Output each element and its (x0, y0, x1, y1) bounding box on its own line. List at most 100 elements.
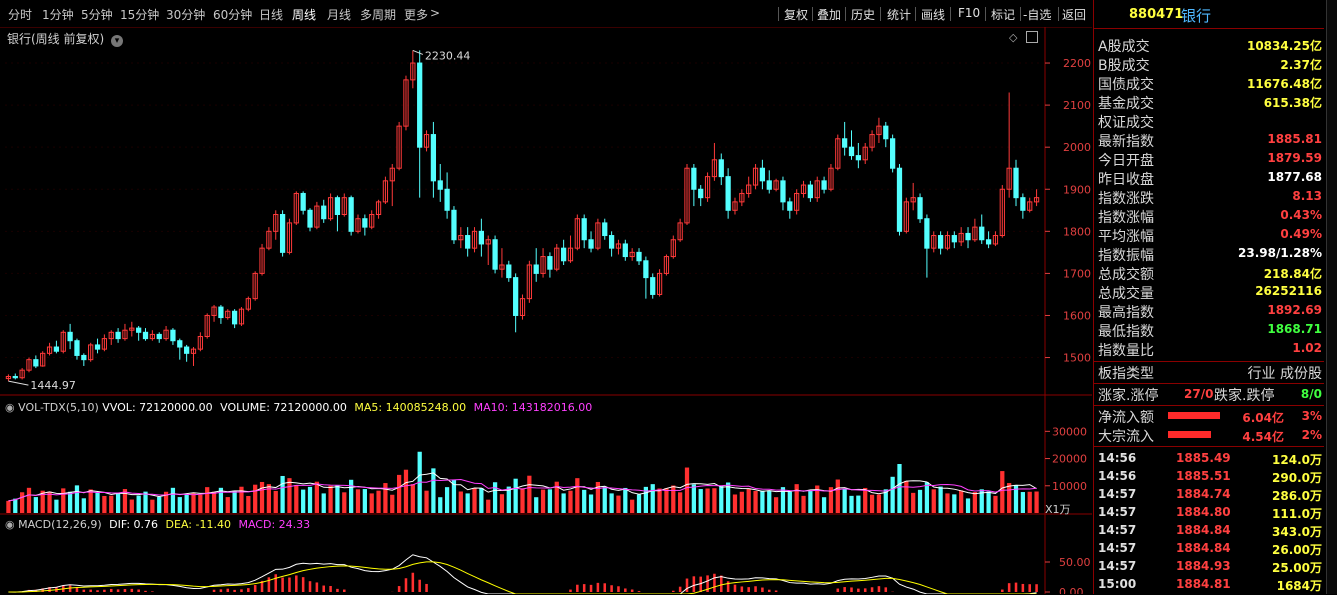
candle-body (787, 201, 793, 211)
vol-indicator-name[interactable]: VOL-TDX(5,10) (18, 401, 99, 414)
candle-body (218, 306, 224, 319)
quote-row-label: 今日开盘 (1098, 153, 1154, 169)
back-button[interactable]: 返回 (1062, 8, 1087, 22)
volume-bar (499, 494, 505, 513)
statistics-button[interactable]: 统计 (887, 8, 912, 22)
period-tab-more[interactable]: 更多 (404, 8, 429, 22)
period-tab-timeshare[interactable]: 分时 (8, 8, 33, 22)
quote-row-value: 23.98/1.28% (1238, 246, 1322, 260)
volume-bar (568, 490, 573, 513)
macd-indicator-header: ◉ MACD(12,26,9) DIF: 0.76 DEA: -11.40 MA… (5, 518, 310, 531)
board-type-value[interactable]: 行业 成份股 (1247, 366, 1322, 382)
candle-body (293, 192, 299, 224)
chart-title[interactable]: 银行(周线 前复权) ▾ (7, 30, 124, 47)
candle-body (869, 134, 875, 148)
period-tab-60min[interactable]: 60分钟 (213, 8, 253, 22)
period-toolbar: 分时 1分钟 5分钟 15分钟 30分钟 60分钟 日线 周线 月线 多周期 更… (0, 0, 1092, 28)
period-tab-15min[interactable]: 15分钟 (120, 8, 160, 22)
candle-body (835, 138, 841, 169)
history-button[interactable]: 历史 (851, 8, 876, 22)
dea-value: DEA: -11.40 (165, 518, 231, 531)
tick-price: 1884.84 (1176, 523, 1231, 537)
volume-indicator-header: ◉ VOL-TDX(5,10) VVOL: 72120000.00 VOLUME… (5, 401, 592, 414)
overlay-button[interactable]: 叠加 (817, 8, 842, 22)
candle-body (602, 222, 608, 237)
price-tick-label: 2000 (1063, 141, 1091, 154)
volume-bar (959, 490, 964, 513)
candle-body (327, 197, 334, 220)
candle-body (999, 188, 1005, 237)
draw-line-button[interactable]: 画线 (921, 8, 946, 22)
volume-bar (61, 488, 66, 513)
candle-body (321, 205, 327, 220)
net-inflow-row: 净流入额 6.04亿 3% (1096, 407, 1324, 426)
period-tab-multi[interactable]: 多周期 (360, 8, 397, 22)
period-tab-weekly[interactable]: 周线 (292, 8, 317, 22)
tick-price: 1884.93 (1176, 559, 1231, 573)
collapse-icon[interactable]: ◉ (5, 518, 15, 531)
candle-body (903, 201, 909, 232)
quote-row-value: 1892.69 (1267, 303, 1322, 317)
candle-body (931, 235, 937, 249)
macd-indicator-name[interactable]: MACD(12,26,9) (18, 518, 102, 531)
candle-body (1020, 197, 1026, 211)
add-watchlist-button[interactable]: -自选 (1023, 8, 1052, 22)
restore-rights-button[interactable]: 复权 (784, 8, 809, 22)
volume-bar (609, 493, 614, 513)
volume-bar (115, 492, 121, 513)
volume-bar (102, 495, 107, 513)
candle-body (828, 167, 834, 190)
quote-row-value: 615.38亿 (1263, 96, 1322, 110)
period-tab-30min[interactable]: 30分钟 (166, 8, 206, 22)
quote-row-value: 8.13 (1292, 189, 1322, 203)
candle-body (917, 197, 923, 220)
collapse-icon[interactable]: ◉ (5, 401, 15, 414)
candle-body (821, 180, 827, 190)
candle-body (252, 272, 258, 300)
period-tab-monthly[interactable]: 月线 (327, 8, 352, 22)
candle-body (101, 338, 108, 350)
chevron-down-icon[interactable]: ▾ (111, 35, 124, 47)
candle-body (170, 329, 176, 342)
quote-row: 基金成交 615.38亿 (1096, 93, 1324, 112)
candle-body (951, 235, 957, 243)
period-tab-5min[interactable]: 5分钟 (81, 8, 113, 22)
tick-volume: 25.00万 (1272, 561, 1322, 575)
f10-button[interactable]: F10 (958, 6, 981, 20)
volume-bar (540, 489, 546, 513)
candle-body (1027, 201, 1033, 211)
mark-button[interactable]: 标记 (991, 8, 1016, 22)
volume-bar (650, 484, 655, 513)
quote-row-label: 指数涨幅 (1098, 210, 1154, 226)
volume-bar (945, 493, 950, 513)
toolbar-divider (880, 7, 881, 21)
volume-bar (246, 495, 251, 513)
candle-body (650, 277, 656, 295)
toolbar-divider (950, 7, 951, 21)
diamond-icon[interactable]: ◇ (1009, 31, 1018, 44)
candle-body (848, 146, 855, 157)
volume-bar (767, 490, 772, 513)
kline-chart[interactable]: 2200 2100 2000 1900 1800 1700 1600 1500 2230.44 1… (0, 27, 1092, 594)
quote-panel: 880471 银行 A股成交 10834.25亿 B股成交 2.37亿 国债成交 1167… (1093, 0, 1337, 594)
low-label: 1444.97 (30, 379, 76, 392)
volume-bar (376, 490, 381, 513)
candle-body (636, 251, 642, 262)
candle-body (430, 134, 437, 182)
volume-bar (726, 482, 731, 513)
chevron-right-icon[interactable]: > (430, 6, 441, 20)
tick-time: 15:00 (1098, 577, 1137, 591)
tick-row: 14:57 1884.84 343.0万 (1096, 523, 1324, 541)
volume-bar (897, 464, 902, 513)
window-toggle-icon[interactable] (1026, 31, 1038, 43)
volume-bar (780, 487, 786, 513)
volume-bar (13, 498, 18, 513)
candle-body (115, 331, 121, 340)
candle-body (122, 329, 128, 340)
period-tab-daily[interactable]: 日线 (259, 8, 284, 22)
candle-body (108, 331, 114, 340)
volume-bar (643, 486, 649, 513)
chart-area[interactable]: 2200 2100 2000 1900 1800 1700 1600 1500 2230.44 1… (0, 27, 1092, 594)
period-tab-1min[interactable]: 1分钟 (42, 8, 74, 22)
volume-bar (623, 487, 628, 513)
